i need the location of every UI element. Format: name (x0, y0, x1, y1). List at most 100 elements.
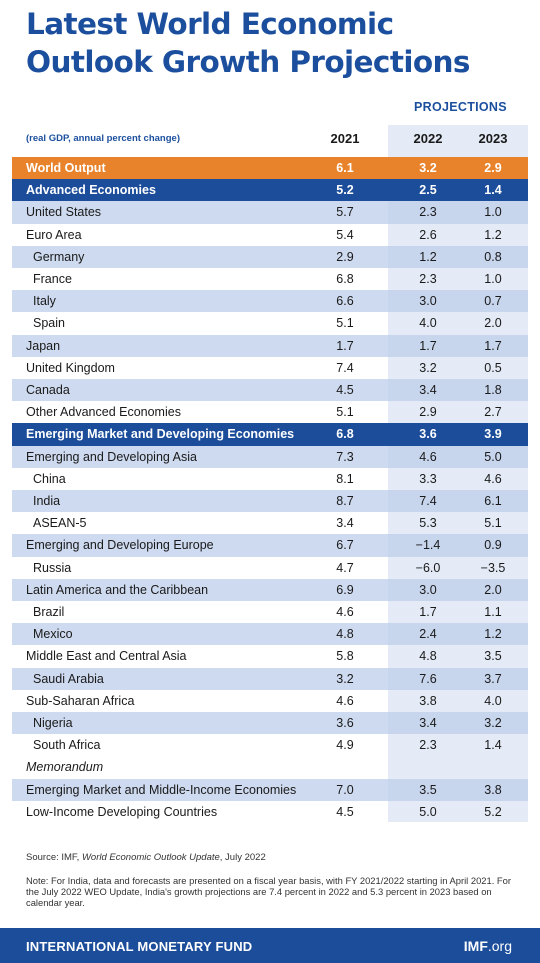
cell-value: 3.6 (336, 716, 354, 730)
cell-value: 6.8 (336, 427, 354, 442)
row-label: Emerging Market and Middle-Income Econom… (26, 782, 297, 797)
row-label: Japan (26, 338, 61, 353)
table-row: France 6.8 2.3 1.0 (12, 268, 528, 290)
site-name: IMF (463, 938, 488, 954)
cell-value: 1.7 (419, 338, 437, 353)
cell-value: 5.8 (336, 649, 354, 664)
source-suffix: , July 2022 (219, 852, 266, 863)
cell-value: 1.0 (484, 205, 502, 220)
cell-value: 1.1 (484, 605, 502, 619)
table-row: Other Advanced Economies 5.1 2.9 2.7 (12, 401, 528, 423)
cell-value: 1.2 (484, 227, 502, 242)
cell-value: 4.8 (336, 627, 354, 642)
row-label: World Output (26, 161, 106, 175)
cell-value: 2.4 (419, 627, 437, 642)
cell-value: 3.4 (336, 516, 354, 531)
cell-value: 8.1 (336, 471, 354, 486)
cell-value: 3.2 (336, 671, 354, 686)
table-row: World Output 6.1 3.2 2.9 (12, 157, 528, 180)
row-label: Russia (33, 560, 72, 575)
cell-value: 2.3 (419, 272, 437, 286)
row-label: Other Advanced Economies (26, 405, 181, 420)
title-line: Latest World Economic (26, 7, 394, 41)
title-line: Outlook Growth Projections (26, 45, 470, 79)
row-label: Middle East and Central Asia (26, 649, 187, 664)
cell-value: 7.6 (419, 671, 437, 686)
cell-value: 5.1 (336, 405, 354, 420)
row-label: Latin America and the Caribbean (26, 582, 209, 597)
row-label: ASEAN-5 (33, 516, 87, 531)
cell-value: −3.5 (480, 560, 506, 575)
cell-value: 4.0 (419, 316, 437, 331)
row-label: Memorandum (26, 760, 104, 775)
table-row: ASEAN-5 3.4 5.3 5.1 (12, 512, 528, 534)
cell-value: 7.4 (336, 360, 354, 375)
cell-value: 2.3 (419, 738, 437, 753)
cell-value: 6.9 (336, 582, 354, 597)
cell-value: 1.0 (484, 272, 502, 286)
row-label: Germany (33, 249, 85, 264)
cell-value: 6.7 (336, 538, 354, 553)
year-header: 2021 (330, 131, 360, 146)
table-row: Nigeria 3.6 3.4 3.2 (12, 712, 528, 735)
table-row: India 8.7 7.4 6.1 (12, 490, 528, 513)
cell-value: 7.4 (419, 494, 437, 508)
cell-value: 3.2 (419, 161, 437, 175)
cell-value: 2.9 (484, 161, 502, 175)
cell-value: 1.7 (419, 605, 437, 619)
table-row: Canada 4.5 3.4 1.8 (12, 379, 528, 402)
cell-value: 3.8 (419, 693, 437, 708)
table-row: Germany 2.9 1.2 0.8 (12, 245, 528, 268)
cell-value: 5.0 (419, 804, 437, 819)
cell-value: 0.8 (484, 249, 502, 264)
row-label: India (33, 494, 61, 508)
cell-value: 5.2 (484, 804, 502, 819)
table-row: Middle East and Central Asia 5.8 4.8 3.5 (12, 645, 528, 667)
row-label: Canada (26, 383, 70, 397)
table-row: Emerging Market and Developing Economies… (12, 423, 528, 446)
table-row: United Kingdom 7.4 3.2 0.5 (12, 357, 528, 379)
cell-value: 6.1 (484, 494, 502, 508)
cell-value: 1.4 (484, 183, 502, 198)
cell-value: 6.6 (336, 294, 354, 309)
cell-value: 3.2 (419, 360, 437, 375)
table-row: Emerging Market and Middle-Income Econom… (12, 778, 528, 801)
table-row: South Africa 4.9 2.3 1.4 (12, 734, 528, 756)
source-publication: World Economic Outlook Update (81, 852, 220, 863)
cell-value: 5.7 (336, 205, 354, 220)
table-row: Italy 6.6 3.0 0.7 (12, 290, 528, 313)
cell-value: 1.7 (336, 338, 354, 353)
row-label: Emerging and Developing Asia (26, 449, 197, 464)
cell-value: −6.0 (415, 560, 441, 575)
cell-value: 8.7 (336, 494, 354, 508)
cell-value: 1.2 (419, 249, 437, 264)
cell-value: −1.4 (415, 538, 441, 553)
cell-value: 3.4 (419, 383, 437, 397)
cell-value: 4.8 (419, 649, 437, 664)
cell-value: 4.5 (336, 804, 354, 819)
cell-value: 5.1 (336, 316, 354, 331)
row-label: China (33, 471, 66, 486)
note: Note: For India, data and forecasts are … (26, 875, 511, 908)
cell-value: 2.7 (484, 405, 502, 420)
source: Source: IMF, World Economic Outlook Upda… (26, 852, 266, 863)
table-row: Russia 4.7 −6.0 −3.5 (12, 557, 528, 579)
table-row: Advanced Economies 5.2 2.5 1.4 (12, 179, 528, 202)
footer: INTERNATIONAL MONETARY FUND IMF.org (0, 928, 540, 963)
cell-value: 6.8 (336, 272, 354, 286)
cell-value: 3.4 (419, 716, 437, 730)
cell-value: 4.6 (336, 693, 354, 708)
cell-value: 3.5 (484, 649, 502, 664)
table-row: Japan 1.7 1.7 1.7 (12, 334, 528, 357)
row-label: South Africa (33, 738, 101, 753)
cell-value: 5.1 (484, 516, 502, 531)
row-label: Emerging and Developing Europe (26, 538, 214, 553)
cell-value: 0.5 (484, 360, 502, 375)
cell-value: 4.6 (419, 449, 437, 464)
cell-value: 5.2 (336, 183, 354, 198)
cell-value: 0.7 (484, 294, 502, 309)
table-row: Brazil 4.6 1.7 1.1 (12, 601, 528, 623)
row-label: France (33, 272, 72, 286)
table-row: Latin America and the Caribbean 6.9 3.0 2.0 (12, 578, 528, 601)
